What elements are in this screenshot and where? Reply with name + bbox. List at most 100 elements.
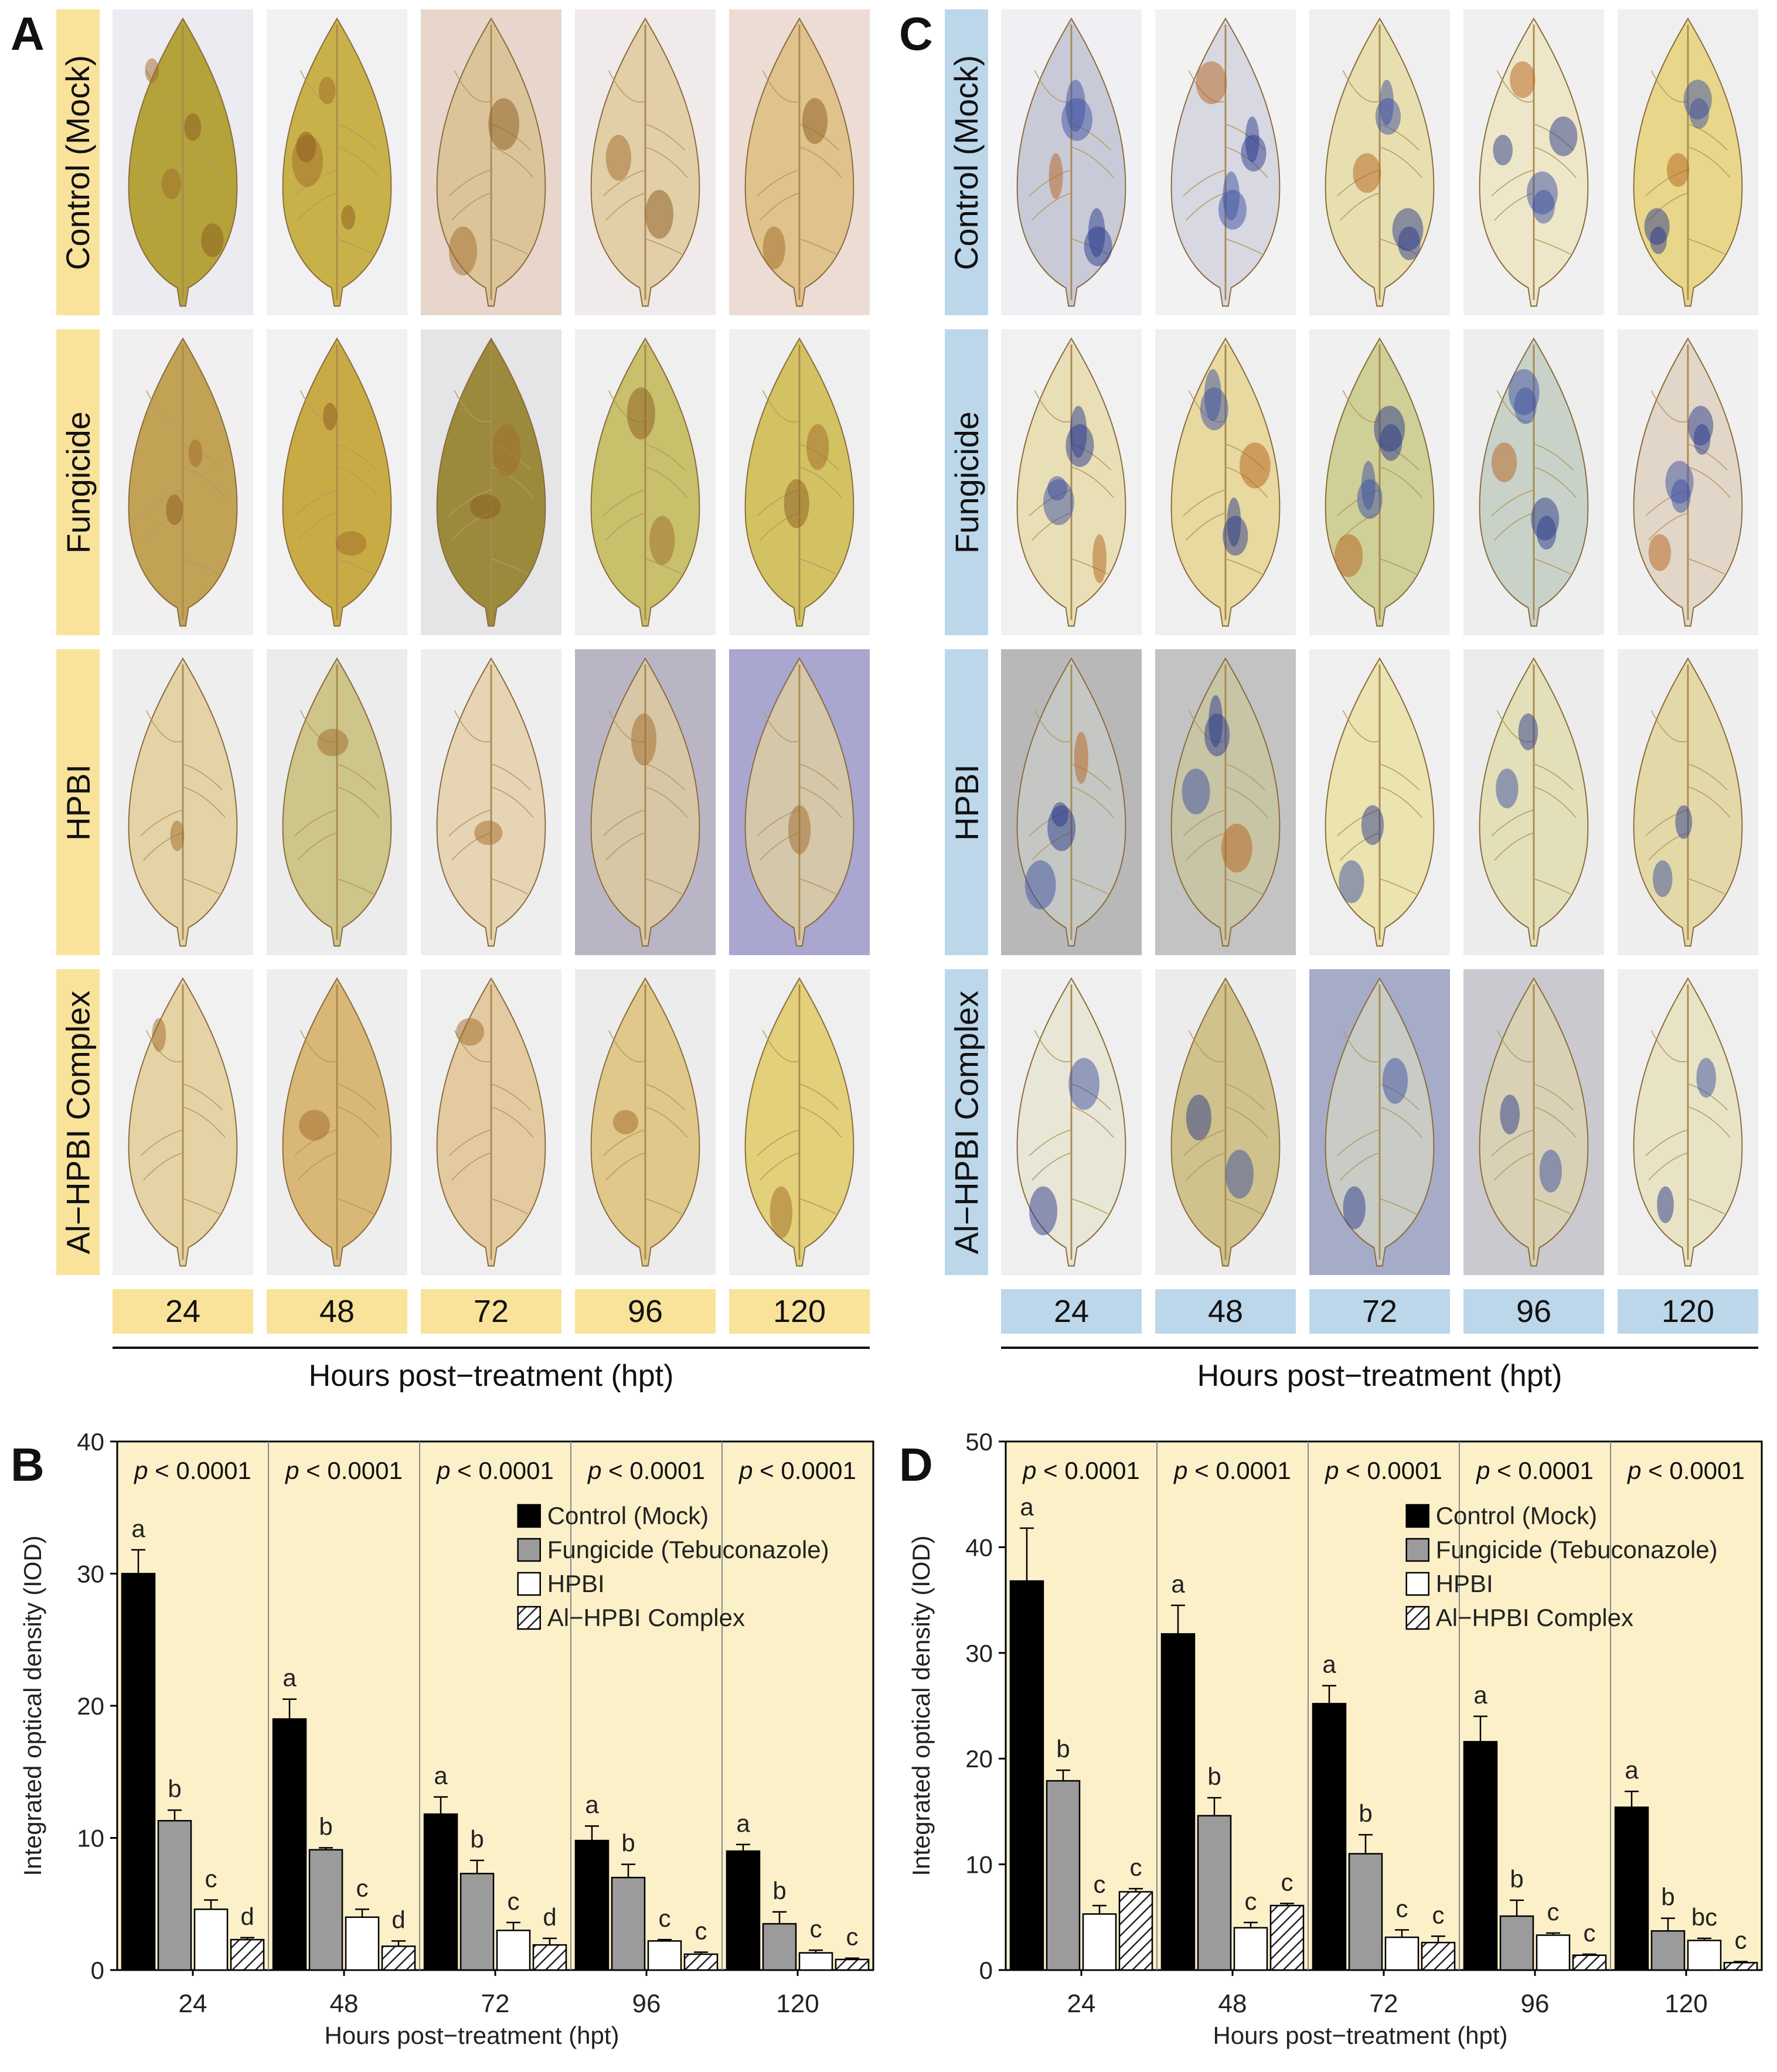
stain-spot (1657, 1186, 1674, 1224)
leaf-photo (1309, 329, 1450, 635)
leaf-vein (602, 489, 646, 517)
significance-letter: c (1547, 1898, 1560, 1926)
leaf-vein (1533, 763, 1574, 790)
stain-spot (770, 1186, 792, 1239)
legend-swatch (517, 1572, 541, 1596)
significance-letter: a (1625, 1756, 1639, 1784)
leaf-vein (608, 70, 646, 103)
bar (459, 1873, 495, 1971)
time-label-box: 120 (729, 1289, 870, 1334)
leaf-vein (491, 146, 534, 178)
significance-letter: a (736, 1809, 750, 1837)
stain-spot (1648, 534, 1672, 571)
significance-letter: b (319, 1812, 332, 1840)
leaf-photo (113, 9, 253, 315)
bar (647, 1940, 682, 1971)
leaf-photo-cell-r2-c3 (575, 649, 716, 955)
stain-spot (299, 1110, 330, 1141)
significance-letter: b (470, 1825, 484, 1853)
leaf-vein (491, 1106, 534, 1138)
p-value-label: p < 0.0001 (1022, 1457, 1140, 1484)
time-label-box: 96 (1463, 1289, 1604, 1334)
leaf-photo-cell-r1-c3 (1463, 329, 1604, 635)
leaf-vein (799, 146, 842, 178)
leaf-photo-cell-r2-c0 (1001, 649, 1142, 955)
y-tick-label: 10 (77, 1825, 104, 1852)
stain-spot (1024, 860, 1056, 909)
time-label-box: 48 (1155, 1289, 1296, 1334)
significance-letter: a (585, 1791, 599, 1818)
bar (798, 1952, 833, 1971)
stain-spot (1182, 768, 1210, 815)
leaf-vein (1225, 786, 1268, 818)
leaf-vein (1342, 70, 1380, 103)
stain-spot (317, 728, 349, 756)
leaf-vein (1071, 786, 1114, 818)
leaf-photo (1309, 9, 1450, 315)
leaf-vein (182, 443, 223, 471)
leaf-vein (645, 443, 685, 471)
bar (1348, 1853, 1383, 1971)
leaf-photo-cell-r2-c1 (1155, 649, 1296, 955)
stain-spot (1339, 860, 1364, 904)
leaf-photo-cell-r2-c0 (113, 649, 253, 955)
leaf-photo-cell-r2-c2 (421, 649, 561, 955)
bar (1082, 1913, 1117, 1971)
stain-spot (784, 479, 809, 529)
time-label-box: 72 (1309, 1289, 1450, 1334)
leaf-vein (762, 1030, 800, 1062)
stain-spot (762, 226, 785, 270)
stain-spot (612, 1110, 638, 1134)
leaf-vein (145, 1030, 183, 1062)
leaf-vein (1496, 1030, 1534, 1062)
x-tick-label: 24 (1067, 1989, 1096, 2018)
leaf-vein (491, 238, 528, 255)
chart-d: 0 10 20 30 40 50 Integrated optical density (I… (907, 1428, 1763, 2049)
leaf-vein (1188, 1030, 1226, 1062)
stain-spot (1047, 476, 1067, 501)
leaf-vein (1186, 1152, 1226, 1181)
leaf-vein (448, 489, 492, 517)
leaf-vein (1491, 809, 1534, 837)
row-label-text: Fungicide (59, 411, 97, 554)
x-tick-label: 96 (1521, 1989, 1550, 2018)
leaf-vein (297, 512, 338, 541)
stain-spot (1221, 823, 1252, 873)
leaf-vein (799, 878, 836, 895)
p-value-label: p < 0.0001 (435, 1457, 554, 1484)
leaf-photo (1463, 329, 1604, 635)
leaf-photo (267, 969, 407, 1275)
significance-letter: c (810, 1915, 822, 1942)
leaf-photo-cell-r0-c0 (1001, 9, 1142, 315)
leaf-vein (451, 192, 492, 221)
leaf-vein (645, 786, 688, 818)
leaf-vein (1533, 146, 1577, 178)
row-label-0: Control (Mock) (56, 9, 100, 315)
leaf-vein (491, 786, 534, 818)
row-label-3: Al−HPBI Complex (56, 969, 100, 1275)
leaf-vein (336, 1083, 377, 1110)
stain-spot (1683, 80, 1712, 120)
leaf-vein (757, 1129, 800, 1157)
leaf-vein (336, 466, 380, 498)
leaf-vein (1225, 238, 1262, 255)
leaf-vein (1687, 786, 1731, 818)
bar (726, 1850, 761, 1971)
y-axis-title: Integrated optical density (IOD) (19, 1535, 46, 1876)
row-label-text: HPBI (59, 764, 97, 841)
stain-spot (1245, 116, 1259, 162)
significance-letter: a (1322, 1651, 1336, 1678)
leaf-vein (454, 390, 492, 422)
leaf-vein (757, 169, 800, 197)
leaf-vein (1183, 1129, 1226, 1157)
leaf-vein (1687, 878, 1725, 895)
stain-spot (1204, 369, 1221, 421)
leaf-photo (267, 9, 407, 315)
stain-spot (1196, 61, 1227, 104)
leaf-vein (1687, 1106, 1731, 1138)
x-tick-label: 24 (179, 1989, 207, 2018)
bar (1572, 1954, 1607, 1971)
stain-spot (449, 226, 477, 276)
stain-spot (318, 76, 336, 104)
leaf-vein (1183, 809, 1226, 837)
